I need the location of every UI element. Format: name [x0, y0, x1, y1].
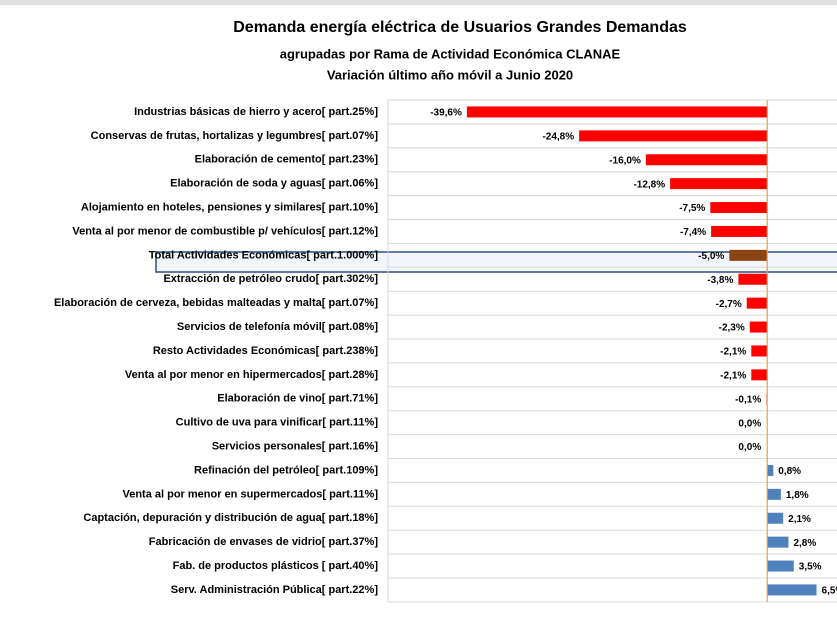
value-label: 0,8% — [778, 466, 801, 477]
category-label: Serv. Administración Pública[ part.22%] — [171, 584, 379, 596]
category-label: Venta al por menor en supermercados[ par… — [122, 488, 378, 500]
category-label: Venta al por menor de combustible p/ veh… — [72, 225, 378, 237]
value-label: 0,0% — [738, 442, 761, 453]
bar — [711, 225, 768, 237]
bar — [579, 130, 768, 142]
category-label: Fab. de productos plásticos [ part.40%] — [173, 560, 379, 572]
bar — [767, 464, 774, 476]
category-label: Total Actividades Económicas[ part.1.000… — [149, 249, 379, 261]
bar — [767, 560, 794, 572]
category-label: Alojamiento en hoteles, pensiones y simi… — [81, 201, 378, 213]
category-label: Captación, depuración y distribución de … — [83, 512, 378, 524]
value-label: -7,5% — [679, 203, 705, 214]
value-label: 0,0% — [738, 418, 761, 429]
value-label: -24,8% — [542, 131, 574, 142]
category-label: Industrias básicas de hierro y acero[ pa… — [134, 106, 378, 118]
category-label: Venta al por menor en hipermercados[ par… — [125, 369, 378, 381]
bar — [670, 178, 768, 190]
bar — [767, 536, 789, 548]
top-border — [0, 0, 837, 5]
value-label: -2,3% — [719, 323, 745, 334]
chart-subtitle: Variación último año móvil a Junio 2020 — [327, 67, 573, 82]
value-label: -7,4% — [680, 227, 706, 238]
category-label: Elaboración de soda y aguas[ part.06%] — [170, 178, 378, 190]
value-label: -2,7% — [716, 299, 742, 310]
bar — [466, 106, 768, 118]
value-label: 1,8% — [786, 490, 809, 501]
category-label: Conservas de frutas, hortalizas y legumb… — [91, 130, 379, 142]
bar — [767, 488, 781, 500]
plot: Industrias básicas de hierro y acero[ pa… — [54, 99, 837, 603]
chart-title: Demanda energía eléctrica de Usuarios Gr… — [233, 19, 687, 36]
value-label: -2,1% — [720, 370, 746, 381]
value-label: 2,8% — [793, 538, 816, 549]
bar — [746, 297, 768, 309]
bar — [645, 154, 768, 166]
value-label: -5,0% — [698, 251, 724, 262]
bar — [729, 249, 768, 261]
value-label: -39,6% — [430, 108, 462, 119]
category-label: Elaboración de cemento[ part.23%] — [195, 154, 379, 166]
value-label: 2,1% — [788, 514, 811, 525]
bar — [751, 345, 768, 357]
category-label: Elaboración de vino[ part.71%] — [217, 393, 378, 405]
category-label: Servicios personales[ part.16%] — [212, 440, 379, 452]
category-label: Elaboración de cerveza, bebidas malteada… — [54, 297, 378, 309]
bar — [751, 369, 768, 381]
value-label: 3,5% — [799, 562, 822, 573]
value-label: -0,1% — [735, 394, 761, 405]
value-label: -16,0% — [609, 155, 641, 166]
category-label: Resto Actividades Económicas[ part.238%] — [153, 345, 379, 357]
value-label: -3,8% — [707, 275, 733, 286]
chart-subtitle: agrupadas por Rama de Actividad Económic… — [280, 46, 621, 61]
bar — [767, 584, 817, 596]
value-label: -2,1% — [720, 347, 746, 358]
bar — [767, 512, 784, 524]
category-label: Servicios de telefonía móvil[ part.08%] — [177, 321, 378, 333]
category-label: Cultivo de uva para vinificar[ part.11%] — [176, 417, 379, 429]
bar — [749, 321, 768, 333]
category-label: Extracción de petróleo crudo[ part.302%] — [163, 273, 378, 285]
value-label: 6,5% — [822, 586, 837, 597]
category-label: Fabricación de envases de vidrio[ part.3… — [149, 536, 379, 548]
value-label: -12,8% — [633, 179, 665, 190]
bar — [738, 273, 768, 285]
bar — [710, 202, 768, 214]
category-label: Refinación del petróleo[ part.109%] — [194, 464, 378, 476]
